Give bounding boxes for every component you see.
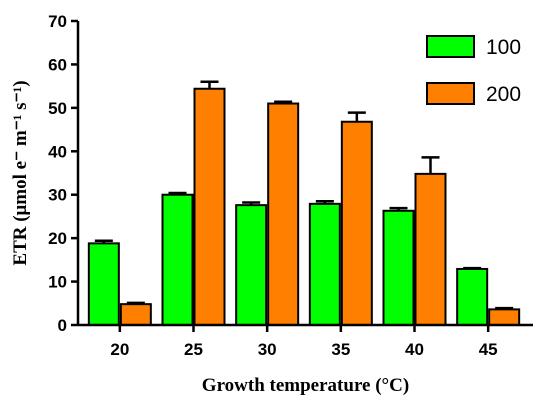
bar-100-35 (308, 202, 341, 326)
legend-swatch-200 (426, 82, 475, 105)
y-tick-label: 20 (48, 229, 67, 248)
y-tick-label: 60 (48, 55, 67, 74)
y-axis-ticks: 0 10 20 30 40 50 60 70 (48, 12, 78, 335)
error-bars (94, 80, 514, 310)
bar-100-25 (161, 193, 194, 326)
legend-label-100: 100 (486, 36, 521, 59)
legend-swatch-100 (426, 35, 475, 58)
bar-200-30 (267, 102, 300, 326)
x-tick-label: 25 (184, 340, 203, 359)
bar-200-45 (488, 308, 521, 327)
x-tick-label: 40 (405, 340, 424, 359)
bar-100-20 (87, 242, 120, 326)
bars (87, 87, 521, 327)
y-tick-label: 70 (48, 12, 67, 31)
x-tick-label: 20 (110, 340, 129, 359)
bar-100-30 (235, 204, 268, 326)
y-tick-label: 50 (48, 99, 67, 118)
x-axis-title: Growth temperature (°C) (202, 375, 409, 396)
plot-area: 0 10 20 30 40 50 60 70 20 25 30 35 40 45 (48, 12, 533, 359)
y-tick-label: 40 (48, 142, 67, 161)
legend-label-200: 200 (486, 83, 521, 106)
bar-200-25 (193, 87, 226, 327)
bar-200-20 (119, 303, 152, 327)
x-axis-ticks: 20 25 30 35 40 45 (110, 325, 498, 359)
y-tick-label: 0 (58, 316, 67, 335)
bar-100-40 (382, 209, 415, 326)
legend: 100 200 (426, 35, 521, 106)
x-tick-label: 30 (258, 340, 277, 359)
bar-200-35 (340, 120, 373, 326)
x-tick-label: 45 (479, 340, 498, 359)
bar-200-40 (414, 172, 447, 326)
x-tick-label: 35 (331, 340, 350, 359)
y-axis-title: ETR (μmol e⁻ m⁻¹ s⁻¹) (10, 80, 31, 265)
y-tick-label: 30 (48, 186, 67, 205)
y-tick-label: 10 (48, 273, 67, 292)
bar-100-45 (456, 267, 489, 326)
